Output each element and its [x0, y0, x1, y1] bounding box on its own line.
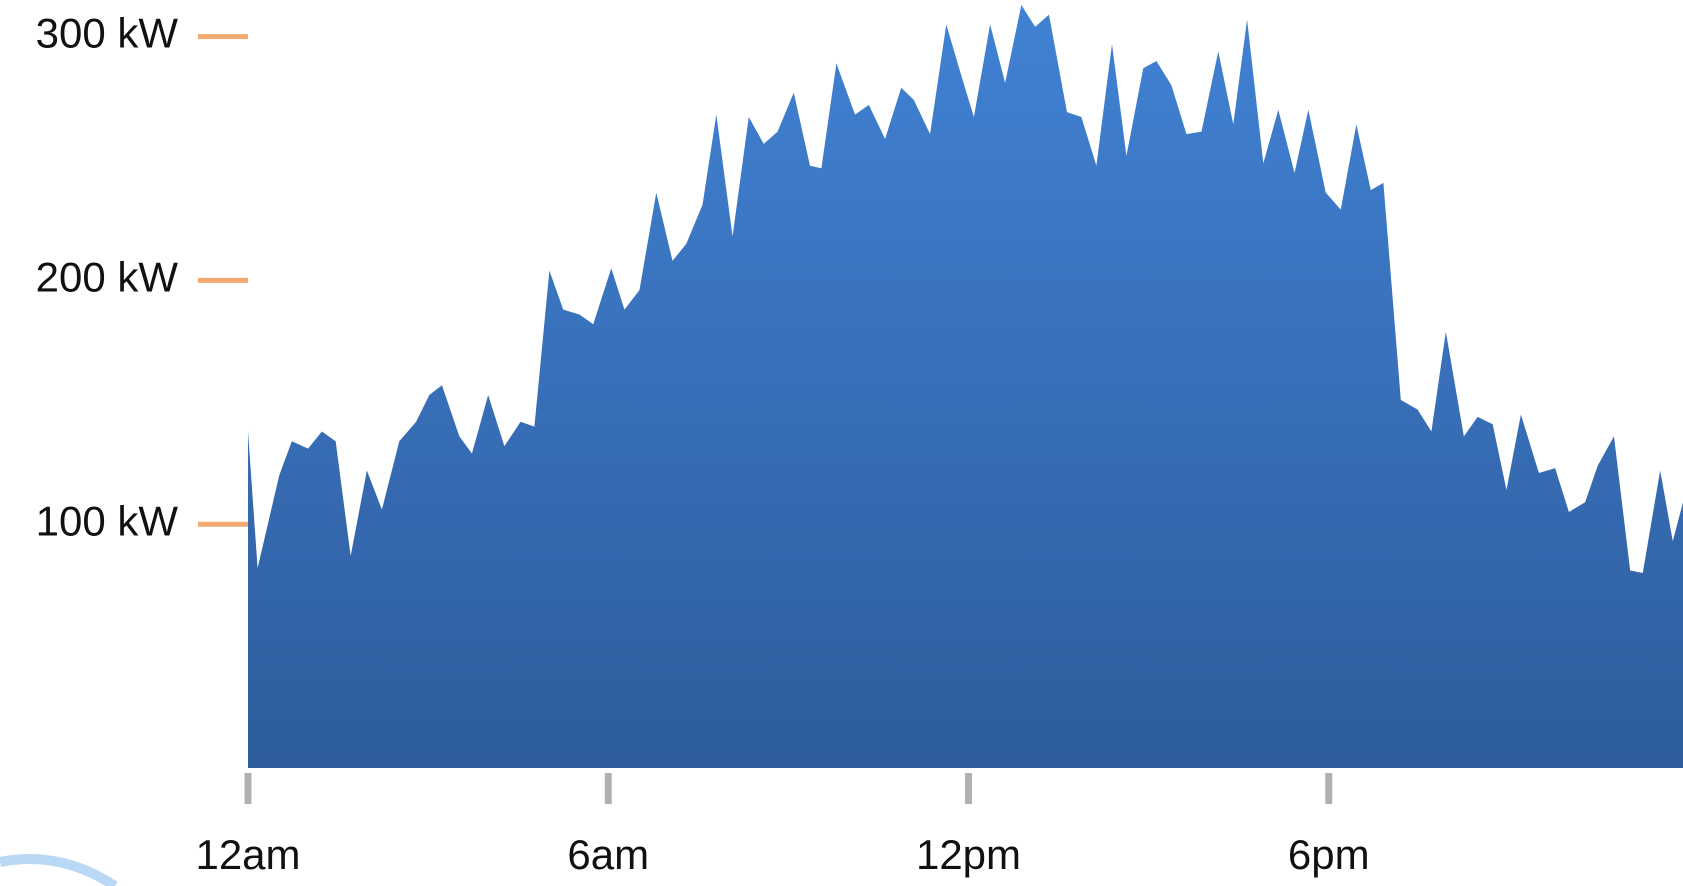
area [248, 4, 1683, 768]
y-tick-label: 300 kW [36, 10, 179, 57]
x-tick-label: 12pm [916, 831, 1021, 878]
x-tick-label: 6pm [1288, 831, 1370, 878]
decorative-arc [0, 854, 118, 886]
x-tick-label: 6am [567, 831, 649, 878]
y-tick-label: 200 kW [36, 253, 179, 300]
y-tick-label: 100 kW [36, 497, 179, 544]
x-tick-label: 12am [195, 831, 300, 878]
